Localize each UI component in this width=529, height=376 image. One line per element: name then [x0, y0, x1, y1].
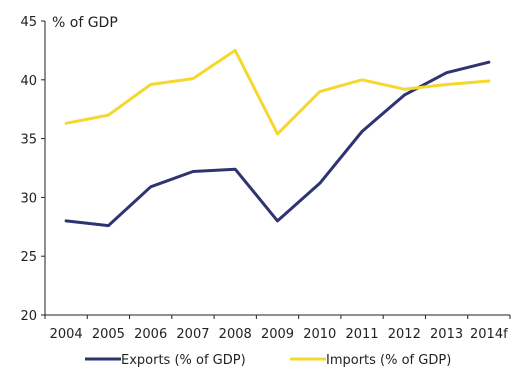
y-tick-labels: 20 25 30 35 40 45 [20, 15, 37, 324]
y-tick-label: 30 [20, 191, 37, 206]
x-tick-label: 2008 [219, 327, 252, 342]
legend-label: Exports (% of GDP) [121, 353, 246, 368]
x-tick-label: 2014f [470, 327, 508, 342]
x-tick-label: 2013 [430, 327, 463, 342]
y-tick-label: 45 [20, 15, 37, 30]
x-tick-label: 2004 [50, 327, 83, 342]
x-tick-labels: 2004 2005 2006 2007 2008 2009 2010 2011 2012 2013… [50, 327, 509, 342]
y-unit-label: % of GDP [52, 15, 118, 31]
y-tick-label: 35 [20, 133, 37, 148]
x-tick-label: 2006 [134, 327, 167, 342]
axes [41, 20, 511, 319]
y-tick-label: 25 [20, 250, 37, 265]
x-tick-label: 2012 [388, 327, 421, 342]
legend: Exports (% of GDP) Imports (% of GDP) [85, 353, 451, 368]
x-tick-label: 2009 [261, 327, 294, 342]
x-tick-label: 2005 [92, 327, 125, 342]
x-tick-label: 2010 [303, 327, 336, 342]
x-tick-label: 2011 [345, 327, 378, 342]
x-tick-label: 2007 [176, 327, 209, 342]
y-tick-label: 40 [20, 74, 37, 89]
legend-label: Imports (% of GDP) [326, 353, 451, 368]
y-tick-label: 20 [20, 309, 37, 324]
series-line-imports [64, 48, 491, 136]
series-lines [64, 48, 491, 228]
